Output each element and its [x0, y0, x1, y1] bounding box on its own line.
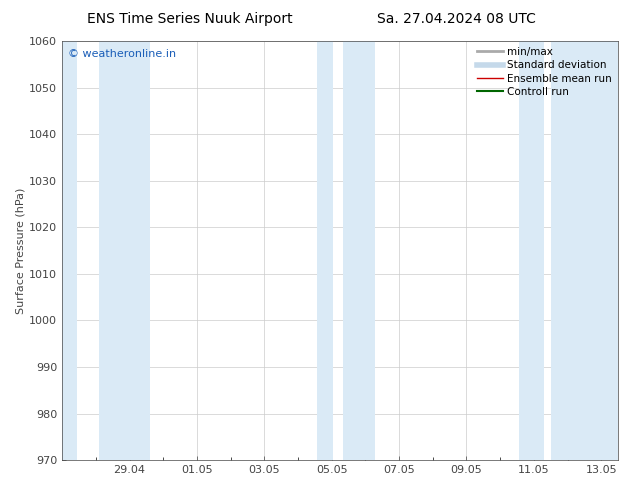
Bar: [99, 41, 150, 460]
Bar: [551, 41, 618, 460]
Bar: [62, 41, 77, 460]
Text: ENS Time Series Nuuk Airport: ENS Time Series Nuuk Airport: [87, 12, 293, 26]
Y-axis label: Surface Pressure (hPa): Surface Pressure (hPa): [15, 187, 25, 314]
Text: © weatheronline.in: © weatheronline.in: [68, 49, 176, 59]
Legend: min/max, Standard deviation, Ensemble mean run, Controll run: min/max, Standard deviation, Ensemble me…: [473, 43, 616, 101]
Bar: [344, 41, 375, 460]
Bar: [519, 41, 544, 460]
Bar: [316, 41, 333, 460]
Text: Sa. 27.04.2024 08 UTC: Sa. 27.04.2024 08 UTC: [377, 12, 536, 26]
